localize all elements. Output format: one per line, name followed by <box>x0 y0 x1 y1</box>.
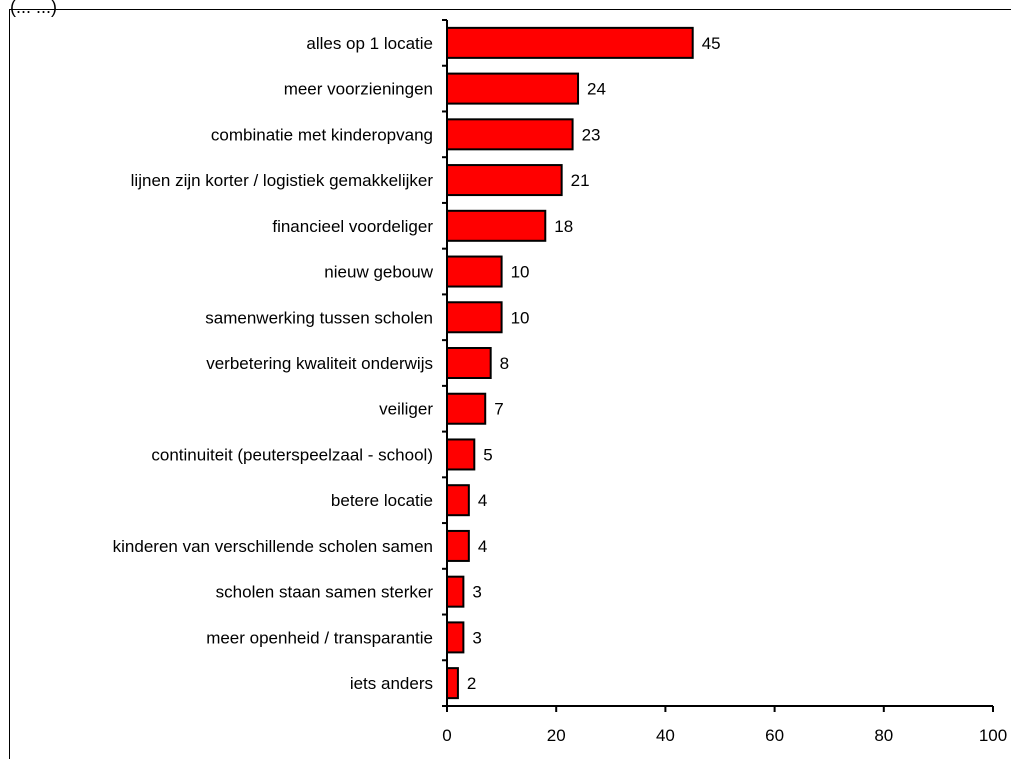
category-label: continuiteit (peuterspeelzaal - school) <box>151 445 433 464</box>
x-tick-label: 100 <box>979 726 1007 745</box>
category-label: meer openheid / transparantie <box>206 628 433 647</box>
category-label: alles op 1 locatie <box>306 34 433 53</box>
value-label: 18 <box>554 217 573 236</box>
bar <box>446 667 459 700</box>
value-label: 3 <box>472 583 481 602</box>
value-label: 21 <box>571 171 590 190</box>
x-tick-label: 60 <box>765 726 784 745</box>
x-tick-label: 0 <box>442 726 451 745</box>
value-label: 8 <box>500 354 509 373</box>
bar <box>446 438 476 471</box>
value-label: 7 <box>494 400 503 419</box>
bar <box>446 72 580 105</box>
bar <box>446 255 503 288</box>
bar <box>446 118 574 151</box>
bar <box>446 26 694 59</box>
bar <box>446 621 465 654</box>
category-label: scholen staan samen sterker <box>216 583 434 602</box>
value-label: 3 <box>472 628 481 647</box>
category-label: samenwerking tussen scholen <box>205 308 433 327</box>
value-label: 23 <box>582 125 601 144</box>
x-tick-label: 20 <box>547 726 566 745</box>
category-label: veiliger <box>379 400 433 419</box>
category-label: betere locatie <box>331 491 433 510</box>
value-label: 4 <box>478 537 487 556</box>
value-label: 45 <box>702 34 721 53</box>
category-label: verbetering kwaliteit onderwijs <box>206 354 433 373</box>
bar <box>446 575 465 608</box>
value-label: 24 <box>587 80 606 99</box>
category-label: financieel voordeliger <box>272 217 433 236</box>
top-fragment-text: (... ...) <box>10 0 57 17</box>
bar <box>446 209 547 242</box>
category-label: kinderen van verschillende scholen samen <box>113 537 433 556</box>
bar <box>446 529 470 562</box>
value-label: 10 <box>511 308 530 327</box>
value-label: 4 <box>478 491 487 510</box>
category-label: nieuw gebouw <box>324 263 433 282</box>
bar <box>446 301 503 334</box>
bar <box>446 392 487 425</box>
value-label: 5 <box>483 445 492 464</box>
chart-frame: (... ...) <box>9 0 1011 759</box>
bar <box>446 164 563 197</box>
value-label: 10 <box>511 263 530 282</box>
bar <box>446 347 492 379</box>
value-label: 2 <box>467 674 476 693</box>
x-tick-label: 40 <box>656 726 675 745</box>
category-label: iets anders <box>350 674 433 693</box>
category-label: meer voorzieningen <box>284 80 433 99</box>
category-label: lijnen zijn korter / logistiek gemakkeli… <box>131 171 434 190</box>
category-label: combinatie met kinderopvang <box>211 125 433 144</box>
bar <box>446 484 470 517</box>
x-tick-label: 80 <box>874 726 893 745</box>
